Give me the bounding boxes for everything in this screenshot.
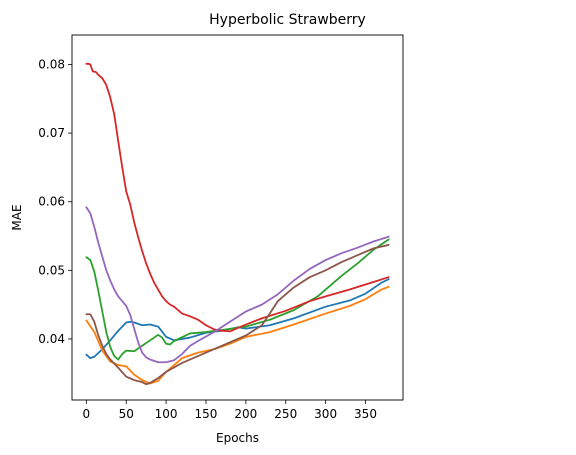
plot-area: [72, 35, 403, 400]
x-tick-label: 250: [274, 407, 297, 421]
y-axis-title: MAE: [10, 204, 24, 230]
x-tick-label: 100: [155, 407, 178, 421]
series-line-4: [85, 62, 390, 333]
chart-title: Hyperbolic Strawberry: [209, 12, 366, 28]
y-tick-label: 0.05: [38, 263, 65, 277]
y-tick-label: 0.08: [38, 58, 65, 72]
series-line-3: [85, 238, 390, 361]
series-line-5: [85, 206, 390, 364]
series-layer: [85, 62, 390, 386]
series-line-1: [85, 278, 390, 360]
x-tick-label: 150: [195, 407, 218, 421]
series-line-6: [85, 244, 390, 386]
plot-frame: [71, 34, 404, 401]
x-tick-label: 300: [314, 407, 337, 421]
x-tick-label: 0: [83, 407, 91, 421]
y-tick-label: 0.07: [38, 126, 65, 140]
ticks-layer: 0 50 100 150 200 250 300 350 0.04 0.05 0.06 0.07 0.0…: [38, 58, 377, 421]
x-axis-title: Epochs: [216, 431, 259, 445]
x-tick-label: 50: [119, 407, 134, 421]
y-tick-label: 0.04: [38, 332, 65, 346]
x-tick-label: 200: [234, 407, 257, 421]
x-tick-label: 350: [354, 407, 377, 421]
y-tick-label: 0.06: [38, 195, 65, 209]
